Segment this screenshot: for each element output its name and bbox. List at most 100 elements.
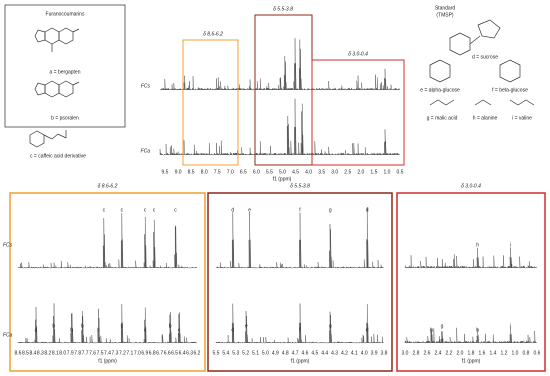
- x-tick-label: 4.5: [292, 169, 299, 175]
- spectrum: [215, 303, 384, 344]
- x-tick-label: 1.5: [370, 169, 377, 175]
- x-tick-label: 7.2: [119, 350, 126, 356]
- x-tick-label: 0.8: [523, 350, 530, 356]
- x-tick-label: 1.8: [468, 350, 475, 356]
- region-label: δ 3.0-0.4: [348, 51, 368, 57]
- x-tick-label: 4.5: [311, 350, 318, 356]
- x-tick-label: 1.2: [501, 350, 508, 356]
- x-tick-label: 7.1: [126, 350, 133, 356]
- x-tick-label: 6.6: [164, 350, 171, 356]
- x-tick-label: 8.2: [44, 350, 51, 356]
- x-tick-label: 6.0: [253, 169, 260, 175]
- compound-label: i = valine: [512, 115, 532, 121]
- x-tick-label: 2.5: [344, 169, 351, 175]
- x-tick-label: 4.7: [292, 350, 299, 356]
- structures: [29, 19, 535, 148]
- peak-label: c: [144, 327, 147, 333]
- peak-label: c: [121, 323, 124, 329]
- x-tick-label: 3.0: [402, 350, 409, 356]
- x-tick-label: 8.5: [22, 350, 29, 356]
- peak-label: d: [231, 207, 234, 213]
- x-tick-label: 1.4: [490, 350, 497, 356]
- x-tick-label: 7.5: [214, 169, 221, 175]
- x-tick-label: 3.5: [318, 169, 325, 175]
- x-tick-label: 8.4: [29, 350, 36, 356]
- x-tick-label: 3.9: [371, 350, 378, 356]
- x-tick-label: 5.3: [232, 350, 239, 356]
- compound-label: d = sucrose: [472, 54, 498, 60]
- x-tick-label: 4.0: [305, 169, 312, 175]
- peak-label: h: [476, 242, 479, 248]
- x-tick-label: 2.0: [457, 350, 464, 356]
- x-tick-label: 1.6: [479, 350, 486, 356]
- x-tick-label: 6.9: [141, 350, 148, 356]
- spectrum: [159, 98, 400, 156]
- region-label: δ 8.6-6.2: [203, 31, 223, 37]
- x-tick-label: 8.3: [37, 350, 44, 356]
- x-tick-label: 0.5: [397, 169, 404, 175]
- peak-label: b: [52, 323, 55, 329]
- x-tick-label: 3.8: [381, 350, 388, 356]
- peak-label: c: [97, 327, 100, 333]
- standard-label: Standard: [435, 5, 456, 11]
- x-tick-label: 7.9: [67, 350, 74, 356]
- peak-label: c: [174, 207, 177, 213]
- x-tick-label: 5.0: [262, 350, 269, 356]
- compound-label: f = beta-glucose: [492, 87, 528, 93]
- peak-label: g: [430, 327, 433, 333]
- x-tick-label: 7.5: [97, 350, 104, 356]
- x-tick-label: 8.0: [201, 169, 208, 175]
- x-tick-label: 6.2: [194, 350, 201, 356]
- peak-label: d: [366, 207, 369, 213]
- peak-label: b: [169, 323, 172, 329]
- peak-label: f: [299, 327, 301, 333]
- spectrum: [404, 247, 537, 269]
- x-tick-label: 7.7: [82, 350, 89, 356]
- peak-label: b: [70, 327, 73, 333]
- panel-title: δ 5.5-3.8: [290, 183, 310, 189]
- x-tick-label: 7.0: [134, 350, 141, 356]
- x-axis-label: f1 (ppm): [273, 176, 292, 182]
- x-tick-label: 8.1: [52, 350, 59, 356]
- x-tick-label: 7.8: [74, 350, 81, 356]
- panel-border: [9, 192, 206, 372]
- x-tick-label: 8.0: [59, 350, 66, 356]
- x-tick-label: 6.7: [156, 350, 163, 356]
- x-tick-label: 6.5: [171, 350, 178, 356]
- peak-label: h: [476, 327, 479, 333]
- x-tick-label: 7.3: [111, 350, 118, 356]
- x-tick-label: 5.0: [279, 169, 286, 175]
- region-box: [311, 59, 405, 166]
- x-tick-label: 4.0: [361, 350, 368, 356]
- box-title: Furanocoumarins: [46, 11, 85, 17]
- x-tick-label: 5.2: [242, 350, 249, 356]
- peak-label: a: [35, 327, 38, 333]
- compound-label: h = alanine: [473, 115, 498, 121]
- sample-label: FCs: [3, 242, 13, 248]
- x-tick-label: 5.4: [222, 350, 229, 356]
- peak-label: c: [103, 207, 106, 213]
- peak-label: c: [153, 207, 156, 213]
- x-tick-label: 1.0: [512, 350, 519, 356]
- x-tick-label: 5.5: [266, 169, 273, 175]
- sample-label: FCs: [141, 83, 151, 89]
- x-tick-label: 8.5: [188, 169, 195, 175]
- x-tick-label: 1.0: [383, 169, 390, 175]
- sample-label: FCa: [3, 332, 13, 338]
- peak-label: f: [299, 207, 301, 213]
- panel-title: δ 3.0-0.4: [461, 183, 481, 189]
- sample-label: FCa: [141, 148, 151, 154]
- x-tick-label: 7.0: [227, 169, 234, 175]
- peak-label: g: [329, 207, 332, 213]
- x-tick-label: 6.5: [240, 169, 247, 175]
- x-tick-label: 2.4: [435, 350, 442, 356]
- spectrum: [17, 213, 197, 269]
- peak-label: c: [121, 207, 124, 213]
- compound-label: b = psoralen: [51, 115, 79, 121]
- x-axis-label: f1 (ppm): [98, 358, 117, 364]
- spectrum: [160, 38, 400, 91]
- compound-label: e = alpha-glucose: [420, 87, 460, 93]
- x-tick-label: 8.6: [15, 350, 22, 356]
- x-tick-label: 3.0: [331, 169, 338, 175]
- x-tick-label: 6.8: [149, 350, 156, 356]
